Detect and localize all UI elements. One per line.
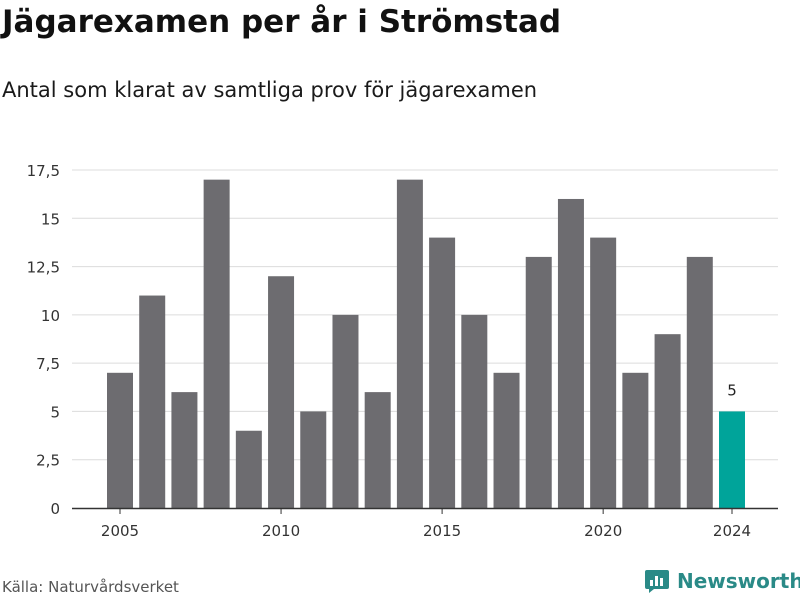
bar: [139, 295, 166, 508]
y-tick-label: 15: [41, 210, 60, 228]
bar: [107, 372, 133, 508]
bar: [235, 430, 262, 508]
bar: [525, 256, 552, 508]
y-tick-label: 2,5: [36, 452, 60, 470]
bar: [654, 334, 681, 508]
y-tick-label: 0: [50, 500, 60, 518]
bar: [332, 314, 359, 508]
y-tick-label: 10: [41, 307, 60, 325]
bar: [461, 314, 488, 508]
bar: [396, 179, 423, 508]
y-tick-label: 7,5: [36, 355, 60, 373]
bar: [300, 411, 327, 508]
bar: [622, 372, 649, 508]
bar: [364, 392, 391, 508]
y-tick-label: 17,5: [27, 162, 60, 180]
bar: [557, 198, 584, 508]
brand-name: Newsworthy: [677, 569, 800, 593]
y-tick-label: 5: [50, 403, 60, 421]
x-tick-label: 2005: [101, 522, 139, 540]
bar: [268, 276, 295, 508]
data-label: 5: [727, 381, 737, 399]
x-tick-label: 2020: [584, 522, 622, 540]
newsworthy-logo-icon: [645, 570, 669, 593]
bar: [590, 237, 617, 508]
bar: [203, 179, 230, 508]
chart-title: Jägarexamen per år i Strömstad: [2, 4, 562, 40]
brand[interactable]: Newsworthy: [644, 568, 800, 594]
bar-highlight: [719, 411, 745, 508]
y-tick-label: 12,5: [27, 259, 60, 277]
bar: [171, 392, 198, 508]
x-tick-label: 2010: [262, 522, 300, 540]
chart-subtitle: Antal som klarat av samtliga prov för jä…: [2, 78, 538, 102]
bar: [493, 372, 520, 508]
source-note: Källa: Naturvårdsverket: [2, 578, 179, 596]
x-tick-label: 2024: [713, 522, 751, 540]
bar: [686, 256, 713, 508]
bar: [429, 237, 456, 508]
x-tick-label: 2015: [423, 522, 461, 540]
